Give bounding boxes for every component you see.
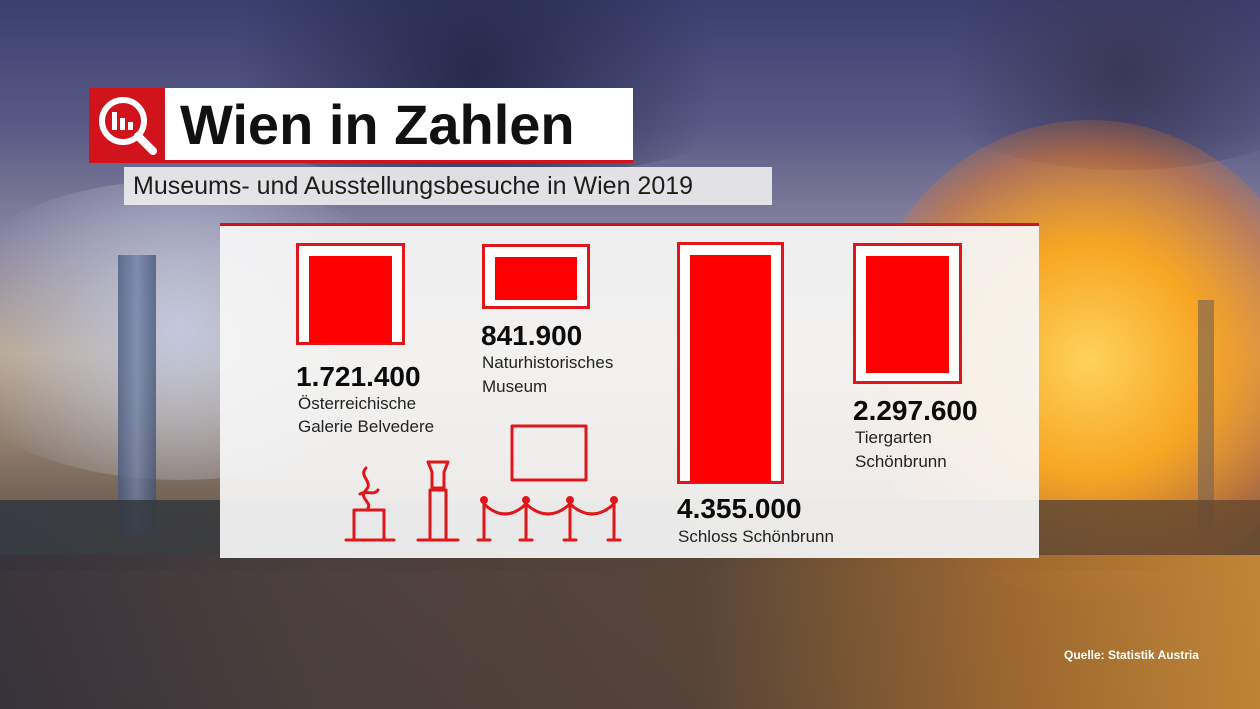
- category-label-schloss-schoenbrunn: Schloss Schönbrunn: [678, 527, 834, 546]
- bar-naturhistorisches-museum: [482, 244, 590, 309]
- category-label-nhm-line1: Naturhistorisches: [482, 353, 614, 372]
- value-label-tiergarten-schoenbrunn: 2.297.600: [853, 395, 978, 426]
- value-label-schloss-schoenbrunn: 4.355.000: [677, 493, 802, 524]
- category-label-tiergarten-line2: Schönbrunn: [855, 452, 947, 471]
- value-label-naturhistorisches-museum: 841.900: [481, 320, 583, 351]
- subtitle-box: [124, 167, 772, 205]
- page-title: Wien in Zahlen: [180, 93, 575, 156]
- bar-fill: [495, 257, 577, 300]
- bar-schloss-schoenbrunn: [677, 242, 784, 484]
- bar-fill: [866, 256, 949, 373]
- page-subtitle: Museums- und Ausstellungsbesuche in Wien…: [133, 172, 694, 200]
- category-label-nhm-line2: Museum: [482, 377, 548, 396]
- museum-exhibit-icon: [344, 424, 622, 542]
- category-label-belvedere-line1: Österreichische: [298, 394, 417, 413]
- bar-fill: [309, 256, 392, 343]
- chart-panel-top-bar: [220, 223, 1039, 226]
- bar-belvedere: [296, 243, 405, 345]
- source-note: Quelle: Statistik Austria: [1064, 648, 1199, 662]
- category-label-belvedere-line2: Galerie Belvedere: [298, 417, 435, 436]
- bar-tiergarten-schoenbrunn: [853, 243, 962, 384]
- title-box: [165, 88, 633, 160]
- category-label-tiergarten-line1: Tiergarten: [855, 428, 932, 447]
- title-underline: [89, 160, 633, 163]
- magnifier-bar-chart-icon: [89, 88, 165, 162]
- value-label-belvedere: 1.721.400: [296, 361, 421, 392]
- bar-fill: [690, 255, 771, 482]
